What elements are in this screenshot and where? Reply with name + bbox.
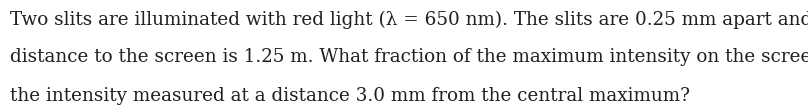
Text: Two slits are illuminated with red light (λ = 650 nm). The slits are 0.25 mm apa: Two slits are illuminated with red light… — [10, 11, 808, 29]
Text: distance to the screen is 1.25 m. What fraction of the maximum intensity on the : distance to the screen is 1.25 m. What f… — [10, 48, 808, 66]
Text: the intensity measured at a distance 3.0 mm from the central maximum?: the intensity measured at a distance 3.0… — [10, 87, 707, 105]
